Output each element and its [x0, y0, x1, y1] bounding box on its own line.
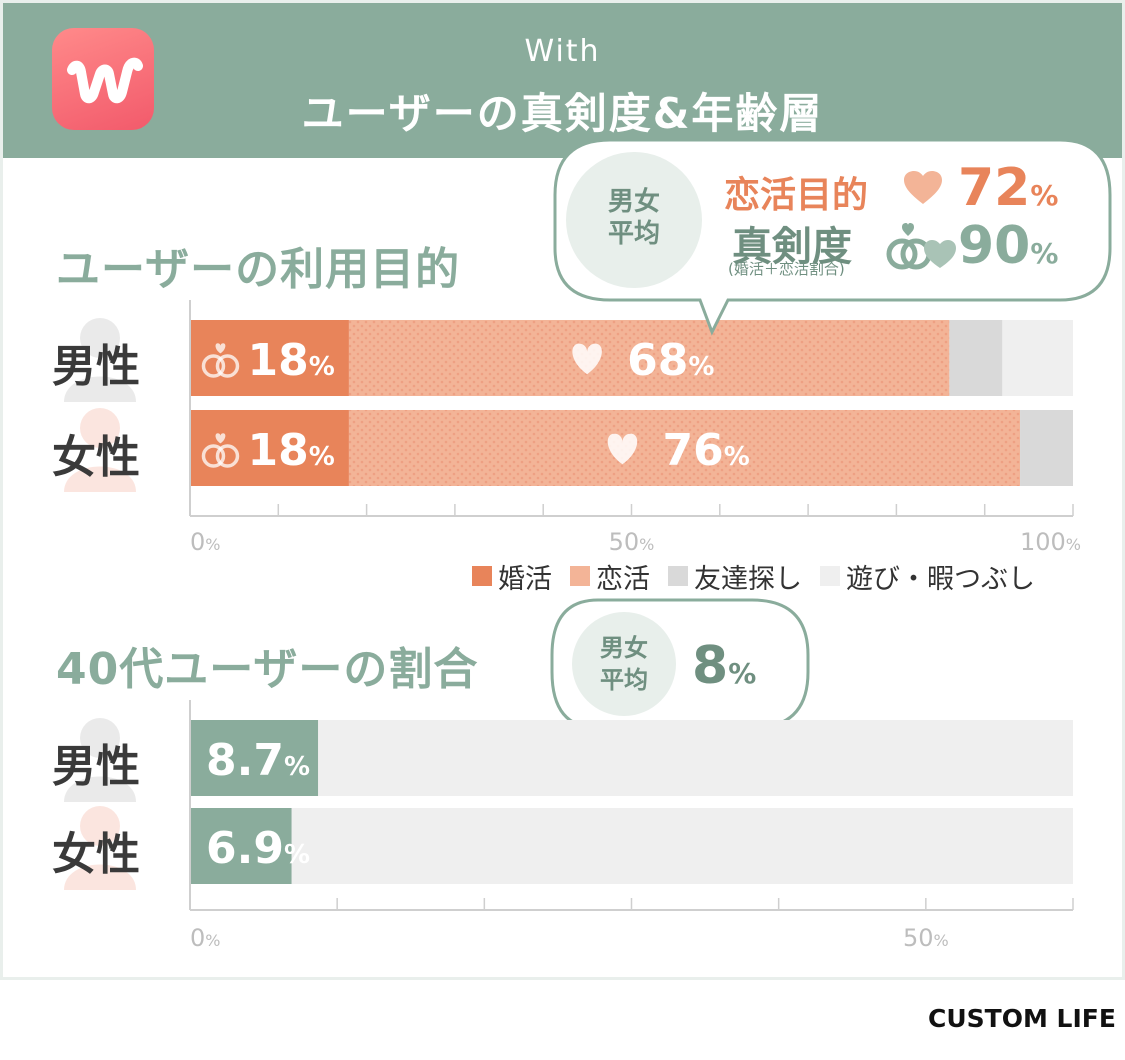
- data-label-unit: %: [284, 840, 310, 870]
- bubble-average-label: 男女 平均: [607, 187, 660, 249]
- header-banner: [3, 3, 1122, 158]
- bar-友達探し-男性: [949, 320, 1003, 396]
- x-tick-label: 0%: [190, 924, 220, 952]
- legend-swatch-renkatsu: [570, 566, 590, 586]
- data-label-value: 76: [662, 425, 723, 476]
- brand-logo: CUSTOM LIFE: [928, 1004, 1116, 1033]
- bubble-seriousness-value-group: 90%: [958, 216, 1058, 276]
- x-tick-value: 0: [190, 528, 205, 556]
- bar-track-女性: [190, 808, 1073, 884]
- age-bubble-average-circle: 男女 平均: [572, 612, 676, 716]
- x-tick-value: 100: [1020, 528, 1066, 556]
- bar-恋活-女性: [348, 410, 1021, 486]
- data-label-男性: 8.7%: [206, 735, 310, 786]
- data-label-value: 68: [627, 335, 688, 386]
- age-row-label-female: 女性: [52, 829, 140, 880]
- purpose-chart: 18% 68%18% 76%0% 50% 100%: [189, 300, 1081, 556]
- header-subtitle: With: [524, 34, 601, 69]
- data-label-value: 6.9: [206, 823, 284, 874]
- legend-swatch-tomodachi: [668, 566, 688, 586]
- data-label-unit: %: [724, 442, 750, 472]
- age-bubble-value: 8: [692, 636, 729, 696]
- data-label-unit: %: [309, 442, 335, 472]
- data-label-恋活-男性: 68%: [627, 335, 714, 386]
- x-tick-unit: %: [205, 535, 220, 554]
- age-section-title: 40代ユーザーの割合: [56, 644, 479, 695]
- data-label-value: 18: [247, 425, 308, 476]
- row-label-female: 女性: [52, 432, 140, 483]
- x-tick-unit: %: [934, 931, 949, 950]
- bar-友達探し-女性: [1020, 410, 1073, 486]
- age-bubble-value-group: 8%: [692, 636, 756, 696]
- age-row-label-male: 男性: [52, 741, 140, 792]
- age-bubble-unit: %: [728, 657, 757, 690]
- data-label-value: 18: [247, 335, 308, 386]
- legend-label-konkatsu: 婚活: [498, 563, 552, 595]
- wedding-rings-icon: [201, 433, 240, 468]
- x-tick-value: 0: [190, 924, 205, 952]
- with-app-logo-icon: [52, 28, 154, 130]
- x-tick-unit: %: [639, 535, 654, 554]
- person-silhouette-icon: [64, 806, 136, 890]
- purpose-legend: 婚活 恋活 友達探し 遊び・暇つぶし: [472, 557, 1035, 596]
- x-tick-unit: %: [1066, 535, 1081, 554]
- bar-track-男性: [190, 720, 1073, 796]
- age-bubble-average-label: 男女 平均: [600, 634, 648, 694]
- data-label-婚活-女性: 18%: [247, 425, 334, 476]
- data-label-女性: 6.9%: [206, 823, 310, 874]
- header-title: ユーザーの真剣度&年齢層: [301, 89, 824, 138]
- x-tick-label: 100%: [1020, 528, 1081, 556]
- legend-item-tomodachi: 友達探し: [668, 557, 802, 596]
- legend-swatch-konkatsu: [472, 566, 492, 586]
- ring-right: [215, 354, 240, 378]
- legend-swatch-asobi: [820, 566, 840, 586]
- bubble-renkatsu-value: 72: [958, 158, 1031, 218]
- ring-left: [201, 444, 226, 468]
- heart-icon: [572, 343, 602, 375]
- data-label-婚活-男性: 18%: [247, 335, 334, 386]
- bubble-seriousness-label: 真剣度: [732, 224, 852, 270]
- person-silhouette-icon: [64, 318, 136, 402]
- legend-label-asobi: 遊び・暇つぶし: [846, 563, 1035, 595]
- ring-right: [215, 444, 240, 468]
- person-silhouette-icon: [64, 408, 136, 492]
- x-tick-value: 50: [903, 924, 934, 952]
- x-tick-unit: %: [205, 931, 220, 950]
- data-label-unit: %: [688, 352, 714, 382]
- bubble-average-circle: 男女 平均: [566, 152, 702, 288]
- data-label-unit: %: [309, 352, 335, 382]
- ring-heart: [215, 343, 226, 354]
- legend-label-tomodachi: 友達探し: [694, 563, 802, 595]
- age-chart: 8.7%6.9%0% 50%: [189, 700, 1074, 952]
- purpose-section-title: ユーザーの利用目的: [56, 244, 461, 295]
- bar-value-女性: [190, 808, 292, 884]
- legend-label-renkatsu: 恋活: [596, 563, 650, 595]
- x-tick-value: 50: [609, 528, 640, 556]
- bar-value-男性: [190, 720, 319, 796]
- row-label-male: 男性: [52, 341, 140, 392]
- bubble-renkatsu-unit: %: [1030, 179, 1059, 212]
- data-label-value: 8.7: [206, 735, 284, 786]
- bar-遊び・暇つぶし-男性: [1002, 320, 1073, 396]
- legend-item-renkatsu: 恋活: [570, 557, 650, 596]
- heart-icon: [904, 171, 942, 204]
- data-label-unit: %: [284, 752, 310, 782]
- legend-item-konkatsu: 婚活: [472, 557, 552, 596]
- ring-heart: [215, 433, 226, 444]
- person-silhouette-icon: [64, 718, 136, 802]
- bubble-seriousness-unit: %: [1030, 237, 1059, 270]
- bubble-renkatsu-value-group: 72%: [958, 158, 1058, 218]
- wedding-rings-icon: [201, 343, 240, 378]
- wedding-rings-icon: [886, 223, 956, 270]
- ring-left: [201, 354, 226, 378]
- x-tick-label: 50%: [903, 924, 949, 952]
- bubble-seriousness-note: (婚活＋恋活割合): [728, 260, 845, 278]
- legend-item-asobi: 遊び・暇つぶし: [820, 557, 1035, 596]
- data-label-恋活-女性: 76%: [662, 425, 749, 476]
- x-tick-label: 50%: [609, 528, 655, 556]
- bubble-renkatsu-label: 恋活目的: [724, 175, 869, 216]
- bubble-seriousness-value: 90: [958, 216, 1031, 276]
- heart-icon: [607, 433, 638, 465]
- x-tick-label: 0%: [190, 528, 220, 556]
